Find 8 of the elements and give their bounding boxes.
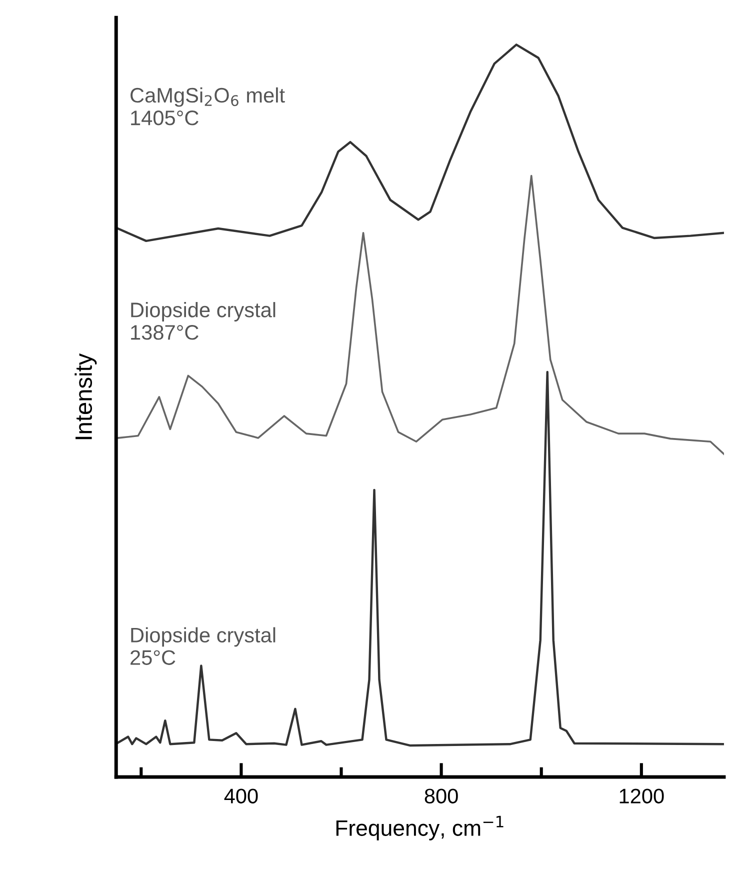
- text: Diopside crystal 1387°C: [131, 302, 276, 340]
- x-tick-label: 1200: [620, 788, 664, 804]
- text: CaMgSi$_{2}$O$_{6}$ melt 1405°C: [130, 87, 285, 126]
- y-axis-title: Intensity: [74, 353, 97, 440]
- x-axis-title: Frequency, cm$^{−1}$: [336, 816, 504, 840]
- x-tick-label: 400: [224, 788, 258, 804]
- x-tick-label: 800: [424, 788, 458, 804]
- series-label: Diopside crystal 25°C: [130, 627, 276, 665]
